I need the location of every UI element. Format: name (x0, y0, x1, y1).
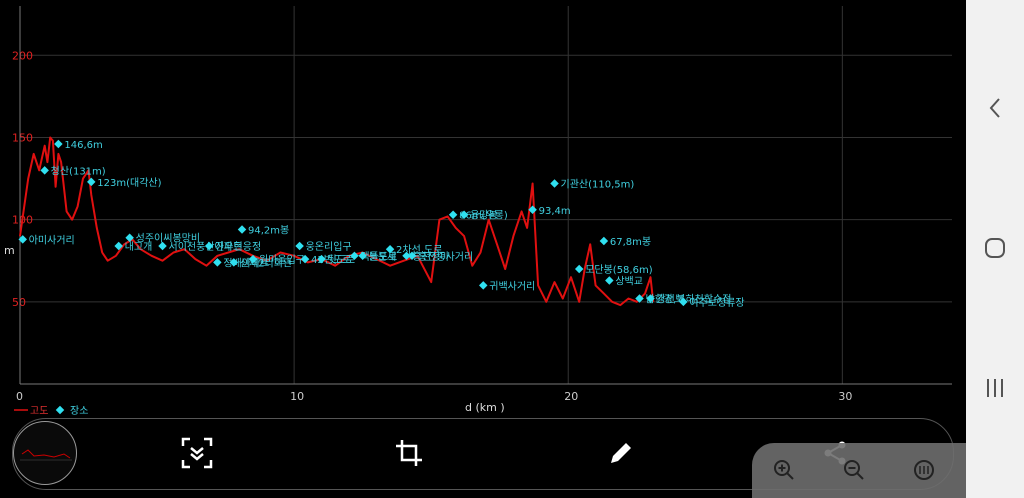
place-marker (229, 258, 239, 267)
place-label: 흥천정마 (413, 250, 450, 263)
place-label: 여주보정류장 (689, 297, 744, 309)
scan-button[interactable] (177, 433, 217, 473)
place-marker (407, 251, 417, 261)
elevation-line (19, 136, 655, 307)
place-marker (213, 258, 222, 267)
place-marker (350, 251, 359, 261)
x-tick-label: 0 (16, 390, 23, 403)
place-marker (358, 251, 367, 261)
place-marker (479, 281, 488, 290)
place-label: 94,2m봉 (248, 225, 289, 237)
zoom-controls (752, 443, 966, 498)
place-marker (158, 241, 167, 251)
place-marker (237, 225, 247, 234)
place-marker (635, 294, 644, 303)
place-marker (87, 177, 96, 187)
place-marker (459, 210, 469, 219)
recents-button[interactable] (966, 358, 1024, 418)
place-label: 분분세 (369, 251, 397, 263)
place-marker (295, 241, 304, 251)
place-label: 모단봉(58,6m) (585, 264, 653, 276)
zoom-out-icon (844, 460, 864, 480)
place-marker (646, 294, 655, 303)
back-button[interactable] (966, 78, 1024, 138)
home-button[interactable] (966, 218, 1024, 278)
place-marker (679, 297, 688, 307)
place-label: 123m(대각산) (97, 177, 161, 189)
y-axis-label: m (4, 244, 15, 257)
place-label: 맥들도로 (360, 251, 397, 263)
place-marker (605, 276, 614, 285)
y-tick-label: 200 (12, 49, 33, 62)
x-tick-label: 10 (290, 390, 304, 403)
place-label: 웅온리입구 (306, 240, 352, 253)
place-label: 67,8m봉 (610, 236, 651, 248)
legend-point-label: 장소 (70, 405, 88, 417)
legend-point-swatch (55, 405, 65, 415)
place-label: 남한강,복하천합수점 (646, 293, 732, 306)
place-label: 진우현응정 (215, 241, 261, 253)
place-marker (114, 241, 123, 251)
place-marker (40, 166, 49, 175)
thumbnail-chart (20, 449, 72, 461)
place-label: 성주이씨봉망비 (136, 233, 200, 245)
place-label: 귀백사거리 (489, 280, 535, 292)
zoom-out-button[interactable] (838, 454, 870, 486)
place-label: 상백교 (615, 275, 643, 287)
x-tick-label: 20 (564, 390, 578, 403)
place-marker (317, 254, 326, 264)
crop-icon (396, 440, 422, 466)
place-label: 86m(우롱) (459, 210, 508, 222)
place-marker (54, 139, 63, 149)
home-icon (985, 238, 1005, 258)
y-tick-label: 150 (12, 131, 33, 144)
place-marker (599, 236, 609, 246)
crop-button[interactable] (389, 433, 429, 473)
x-axis-label: d (km ) (465, 401, 505, 414)
legend-line-label: 고도 (30, 406, 48, 417)
place-label: 원마을입구 (259, 253, 305, 266)
zoom-in-button[interactable] (768, 454, 800, 486)
place-marker (550, 179, 559, 188)
place-marker (385, 244, 395, 254)
navigation-bar (966, 0, 1024, 498)
place-label: 홍천중사거리 (418, 250, 473, 263)
y-tick-label: 50 (12, 296, 26, 309)
scan-icon (181, 437, 213, 469)
place-label: 아미사거리 (29, 234, 75, 246)
place-marker (248, 254, 258, 264)
place-label: 용당봉 (470, 210, 498, 222)
preview-thumbnail[interactable] (13, 421, 77, 485)
place-marker (125, 233, 134, 242)
place-marker (300, 254, 310, 264)
place-marker (204, 241, 214, 251)
place-label: 청산(131m) (51, 165, 106, 177)
place-label: 강천보 (656, 294, 684, 306)
place-label: 93,4m (539, 206, 571, 217)
place-label: 뒷도로 (328, 253, 356, 266)
place-label: 146,6m (64, 140, 102, 151)
place-label: 내고개 (125, 241, 153, 253)
fit-icon (914, 460, 934, 480)
place-marker (402, 251, 411, 261)
place-marker (448, 210, 458, 219)
x-tick-label: 30 (838, 390, 852, 403)
screenshot-editor: 50 100 150 200 0 10 20 30 아미사거리 청산(131m) 146,6m 12… (4, 6, 966, 498)
draw-button[interactable] (601, 433, 641, 473)
place-label: 기관산(110,5m) (561, 178, 635, 190)
back-icon (989, 98, 1000, 118)
fit-button[interactable] (908, 454, 940, 486)
place-marker (574, 264, 584, 274)
pencil-icon (611, 443, 631, 463)
zoom-in-icon (774, 460, 794, 480)
recents-icon (987, 379, 1003, 397)
place-label: 서이천풍산아파트 (169, 241, 243, 253)
